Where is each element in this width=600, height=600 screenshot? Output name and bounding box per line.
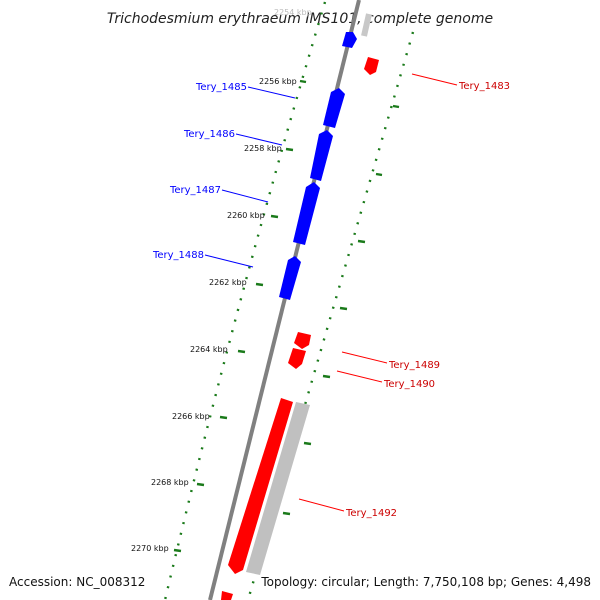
major-tick xyxy=(196,482,205,487)
major-tick xyxy=(357,239,366,244)
leader-line xyxy=(298,498,345,512)
kbp-label: 2260 kbp xyxy=(227,211,265,220)
gene-label-tery-1492[interactable]: Tery_1492 xyxy=(345,508,397,519)
leader-line xyxy=(221,189,269,203)
kbp-label: 2270 kbp xyxy=(131,544,169,553)
reverse-genes xyxy=(221,57,379,600)
leader-line xyxy=(411,73,458,86)
major-tick xyxy=(270,214,279,219)
topology-text: Topology: circular; Length: 7,750,108 bp… xyxy=(260,575,591,589)
accession-text: Accession: NC_008312 xyxy=(9,575,145,589)
major-tick xyxy=(173,548,182,553)
gene-label-tery-1485[interactable]: Tery_1485 xyxy=(195,82,247,93)
forward-leader-lines xyxy=(204,86,296,268)
gene-label-tery-1486[interactable]: Tery_1486 xyxy=(183,129,235,140)
major-ticks-right xyxy=(282,104,400,516)
kbp-label: 2266 kbp xyxy=(172,412,210,421)
major-tick xyxy=(285,147,294,152)
leader-line xyxy=(247,86,296,99)
major-tick xyxy=(322,374,331,379)
leader-line xyxy=(336,370,383,383)
kbp-label: 2264 kbp xyxy=(190,345,228,354)
reverse-gene-arrow xyxy=(221,591,233,600)
gray-feature-bar xyxy=(246,402,310,575)
gray-features xyxy=(246,402,310,575)
leader-line xyxy=(235,133,283,146)
gene-label-tery-1490[interactable]: Tery_1490 xyxy=(383,379,435,390)
kbp-label: 2262 kbp xyxy=(209,278,247,287)
gene-label-tery-1483[interactable]: Tery_1483 xyxy=(458,81,510,92)
kbp-label: 2258 kbp xyxy=(244,144,282,153)
forward-gene-arrow xyxy=(323,88,345,128)
kbp-label: 2268 kbp xyxy=(151,478,189,487)
gene-label-tery-1487[interactable]: Tery_1487 xyxy=(169,185,221,196)
major-tick xyxy=(339,306,348,311)
forward-genes xyxy=(279,32,357,300)
forward-gene-arrow xyxy=(310,130,333,181)
map-title: Trichodesmium erythraeum IMS101, complet… xyxy=(107,11,493,27)
genome-backbone xyxy=(208,0,361,600)
major-ticks xyxy=(173,79,307,553)
major-tick xyxy=(219,415,228,420)
reverse-gene-arrow xyxy=(228,398,293,574)
major-tick xyxy=(282,511,291,516)
kbp-label: 2254 kbp xyxy=(274,8,312,17)
major-tick xyxy=(375,172,383,177)
major-tick xyxy=(299,79,307,84)
leader-line xyxy=(341,351,388,364)
forward-gene-arrow xyxy=(342,32,357,48)
major-tick xyxy=(303,441,312,446)
gene-label-tery-1488[interactable]: Tery_1488 xyxy=(152,250,204,261)
backbone-highlight xyxy=(361,13,372,37)
reverse-leader-lines xyxy=(298,73,458,512)
reverse-gene-arrow xyxy=(288,348,306,369)
major-tick xyxy=(255,282,264,287)
leader-line xyxy=(204,254,254,268)
tick-track-inner-right xyxy=(246,31,415,600)
major-tick xyxy=(392,104,400,109)
reverse-gene-arrow xyxy=(364,57,379,75)
gene-label-tery-1489[interactable]: Tery_1489 xyxy=(388,360,440,371)
kbp-label: 2256 kbp xyxy=(259,77,297,86)
forward-gene-arrow xyxy=(293,182,320,245)
forward-gene-arrow xyxy=(279,256,301,300)
major-tick xyxy=(237,349,246,354)
reverse-gene-arrow xyxy=(294,332,311,349)
